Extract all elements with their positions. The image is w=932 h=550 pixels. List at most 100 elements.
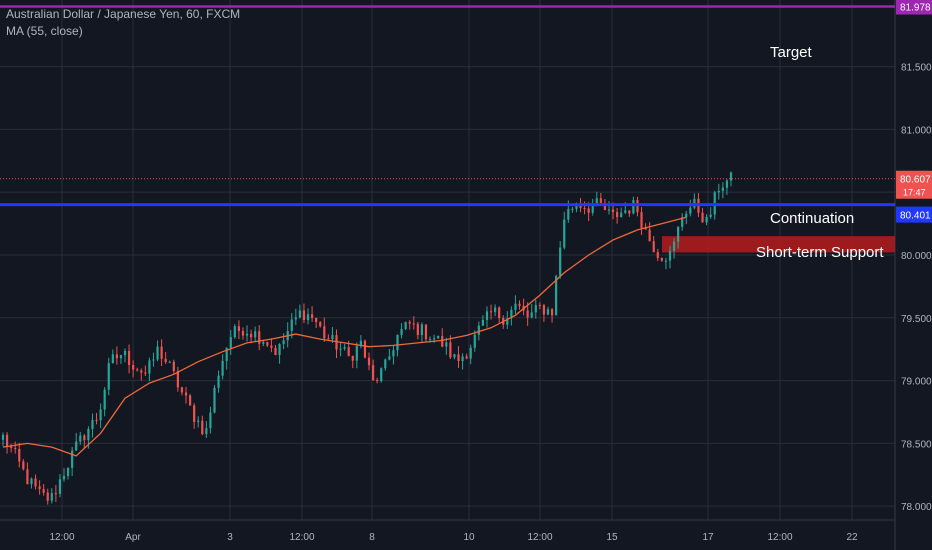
candle-body — [611, 209, 615, 213]
candle-body — [205, 428, 208, 435]
time-axis: 12:00 Apr 3 12:00 8 10 12:00 15 17 12:00 22 — [49, 532, 858, 543]
candle-body — [184, 392, 188, 396]
candle-body — [624, 210, 627, 213]
candle-body — [164, 358, 167, 363]
candle-body — [628, 210, 631, 214]
price-tick-label: 78.000 — [901, 502, 932, 513]
candle-body — [681, 217, 684, 227]
candle-body — [392, 350, 395, 357]
continuation-price-badge-text: 80.401 — [900, 211, 931, 222]
candle-body — [376, 380, 379, 382]
candle-body — [302, 310, 306, 321]
candle-body — [465, 356, 468, 359]
candle-body — [306, 314, 310, 321]
candle-body — [103, 389, 106, 410]
candle-body — [461, 356, 464, 362]
candle-body — [282, 340, 285, 345]
candle-body — [290, 319, 293, 331]
candle-body — [498, 307, 501, 319]
candle-body — [644, 227, 647, 230]
candle-body — [729, 172, 733, 181]
candle-body — [241, 330, 245, 336]
candle-body — [363, 340, 367, 358]
candle-body — [664, 260, 668, 262]
time-tick-label: Apr — [125, 532, 141, 543]
candle-body — [550, 309, 554, 316]
candle-body — [473, 334, 476, 348]
candle-body — [709, 214, 712, 217]
candle-body — [152, 359, 155, 361]
candle-body — [18, 448, 21, 462]
candle-body — [83, 435, 86, 441]
candle-body — [404, 321, 407, 330]
candle-body — [10, 446, 13, 448]
candle-body — [668, 250, 672, 261]
candle-body — [188, 395, 192, 406]
candle-body — [616, 212, 619, 218]
target-label: Target — [770, 44, 813, 61]
candle-body — [339, 348, 342, 350]
candle-body — [595, 198, 598, 206]
candle-body — [180, 387, 184, 393]
candle-body — [579, 204, 582, 209]
candle-body — [310, 314, 314, 318]
candle-body — [640, 212, 643, 228]
time-tick-label: 22 — [846, 532, 858, 543]
candle-body — [347, 347, 350, 356]
candle-body — [571, 208, 574, 210]
candle-body — [396, 334, 399, 351]
candle-body — [95, 419, 98, 421]
chart-title: Australian Dollar / Japanese Yen, 60, FX… — [6, 7, 241, 21]
continuation-price-badge — [896, 206, 932, 223]
price-tick-label: 79.000 — [901, 377, 932, 388]
target-price-badge — [896, 0, 932, 15]
candle-body — [87, 428, 90, 441]
candle-body — [441, 336, 444, 347]
time-tick-label: 3 — [227, 532, 233, 543]
time-tick-label: 12:00 — [767, 532, 792, 543]
candle-body — [359, 340, 362, 347]
candle-body — [449, 342, 452, 358]
candle-body — [197, 420, 200, 422]
candle-body — [372, 365, 375, 381]
candle-body — [233, 326, 236, 338]
candle-body — [22, 461, 25, 470]
candle-body — [546, 309, 550, 315]
candle-body — [489, 311, 493, 313]
time-tick-label: 17 — [702, 532, 714, 543]
candle-body — [343, 347, 346, 349]
price-tick-label: 78.500 — [901, 439, 932, 450]
candle-body — [160, 346, 163, 359]
candle-body — [575, 204, 578, 209]
candle-body — [213, 387, 216, 413]
candle-body — [254, 331, 257, 338]
candle-body — [217, 375, 220, 388]
candle-body — [201, 420, 204, 435]
candle-body — [717, 190, 720, 193]
candle-body — [530, 312, 533, 318]
candle-body — [583, 208, 586, 210]
candle-body — [229, 337, 232, 348]
candle-body — [705, 216, 708, 223]
time-tick-label: 8 — [369, 532, 375, 543]
candle-body — [477, 325, 480, 335]
candle-body — [209, 412, 212, 429]
candle-body — [534, 305, 537, 313]
candle-body — [294, 317, 297, 320]
price-tick-label: 81.500 — [901, 63, 932, 74]
candle-body — [249, 333, 253, 338]
support-label: Short-term Support — [756, 244, 884, 261]
candle-body — [132, 364, 135, 370]
candle-body — [315, 317, 318, 323]
candle-body — [685, 213, 688, 218]
candle-body — [518, 303, 521, 306]
candle-body — [457, 354, 460, 362]
moving-average-line — [2, 216, 687, 457]
candle-body — [388, 356, 391, 360]
candle-body — [632, 200, 635, 214]
candle-body — [672, 241, 676, 251]
candle-body — [111, 354, 114, 363]
ma-legend: MA (55, close) — [6, 24, 83, 38]
